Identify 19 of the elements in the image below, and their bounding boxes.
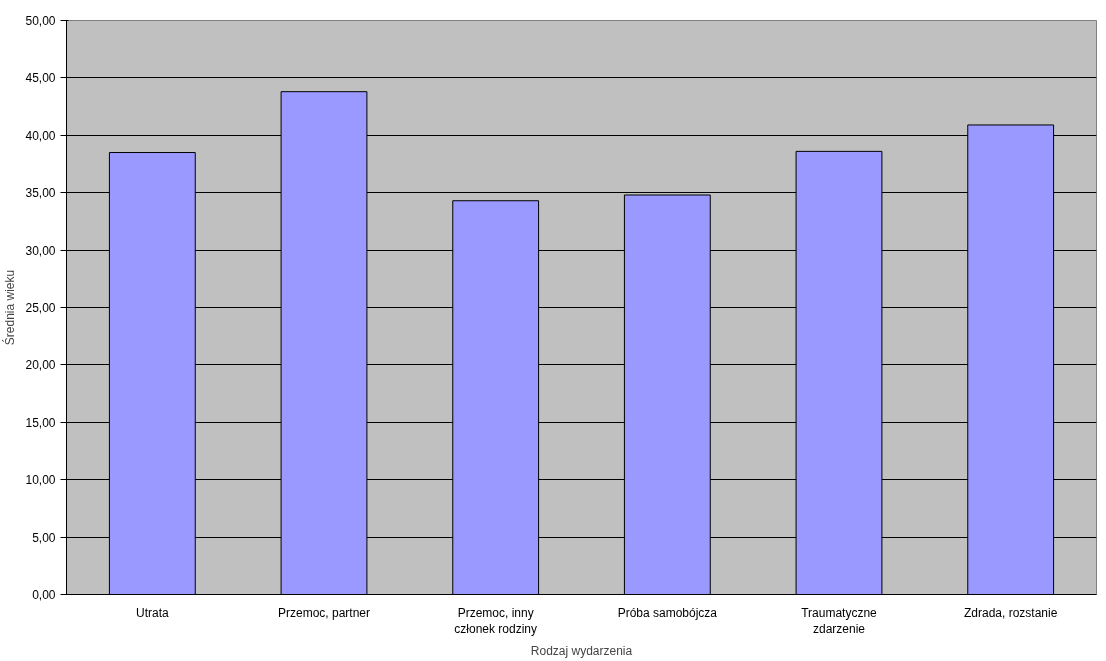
x-tick-label: Próba samobójcza [617, 605, 718, 620]
y-tick-label: 10,00 [25, 473, 56, 488]
y-tick-label: 20,00 [25, 358, 56, 373]
x-tick-label: Zdrada, rozstanie [963, 605, 1058, 620]
x-tick-label: Utrata [135, 605, 169, 620]
y-axis-title: Średnia wieku [2, 269, 18, 346]
x-axis-title: Rodzaj wydarzenia [530, 644, 633, 659]
x-tick-label: Przemoc, inny członek rodziny [454, 605, 538, 637]
y-tick-label: 40,00 [25, 128, 56, 143]
y-tick-label: 0,00 [32, 588, 56, 602]
y-tick-label: 45,00 [25, 71, 56, 86]
y-tick-label: 5,00 [32, 530, 56, 545]
y-tick-label: 35,00 [25, 186, 56, 201]
x-tick-label: Przemoc, partner [277, 605, 371, 620]
y-tick-label: 25,00 [25, 301, 56, 315]
y-tick-label: 50,00 [25, 14, 56, 28]
y-tick-label: 30,00 [25, 243, 56, 258]
x-tick-label: Traumatyczne zdarzenie [801, 605, 878, 637]
y-tick-label: 15,00 [25, 415, 56, 430]
